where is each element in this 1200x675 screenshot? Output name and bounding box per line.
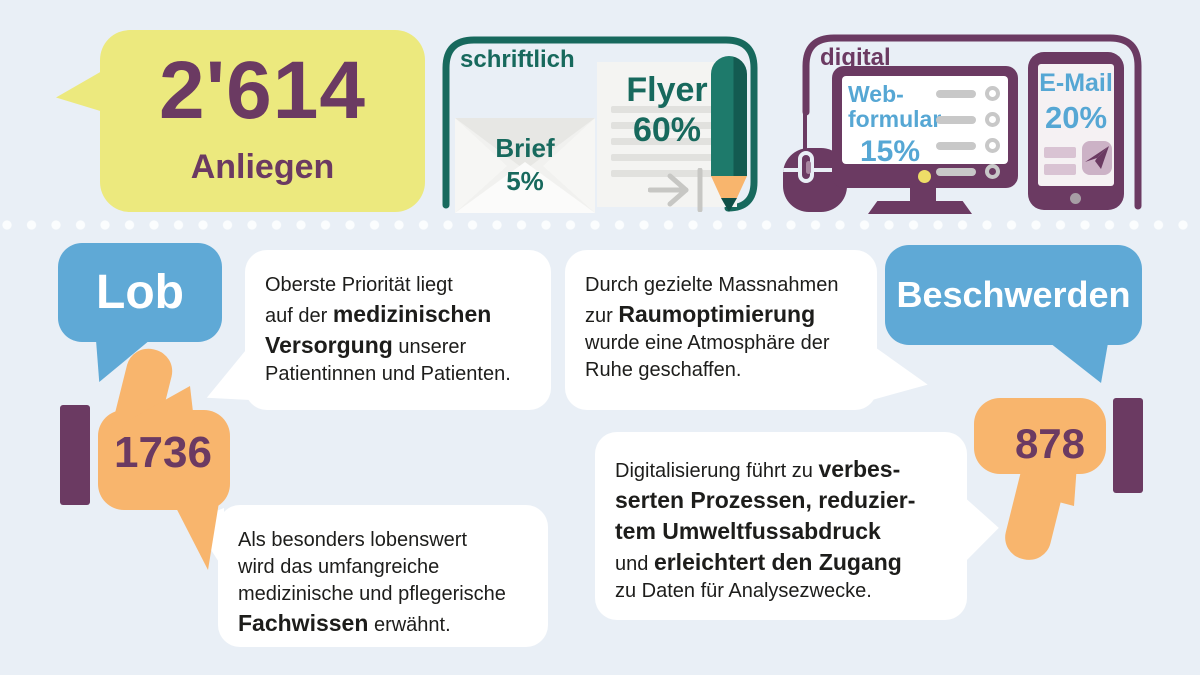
- send-button-tile: [1082, 141, 1112, 175]
- monitor-stand-base: [868, 201, 972, 214]
- complaints-count: 878: [1014, 420, 1086, 467]
- indent-arrow-icon: [648, 168, 703, 212]
- total-label: Anliegen: [190, 148, 335, 186]
- note-tail: [872, 345, 928, 400]
- praise-bubble: Lob: [58, 243, 222, 342]
- form-row: [936, 86, 1006, 101]
- email-stat: E-Mail 20%: [1038, 69, 1114, 138]
- mouse-wheel: [798, 151, 814, 183]
- brief-label: Brief: [495, 133, 555, 163]
- digital-section-title: digital: [820, 44, 891, 71]
- dotted-divider: [2, 220, 1200, 230]
- brief-value: 5%: [506, 165, 544, 196]
- webformular-label-line2: formular: [848, 106, 942, 133]
- webformular-value: 15%: [860, 134, 921, 168]
- paper-plane-icon: [1085, 146, 1109, 169]
- web-form-fields: [936, 86, 1006, 190]
- tablet-text-bar: [1044, 164, 1076, 175]
- total-bubble-tail: [56, 69, 104, 113]
- email-value: 20%: [1044, 99, 1108, 135]
- email-label: E-Mail: [1039, 69, 1113, 97]
- monitor-stand-neck: [910, 188, 936, 203]
- total-count: 2'614: [159, 45, 366, 136]
- brief-stat: Brief 5%: [455, 132, 595, 197]
- form-row: [936, 164, 1006, 179]
- thumbs-down-icon: [974, 398, 1106, 560]
- thumbs-up-icon: [98, 348, 230, 570]
- tablet-text-bar: [1044, 147, 1076, 158]
- praise-note-expertise: Als besonders lobenswert wird das umfangr…: [218, 505, 548, 647]
- complaints-bubble-tail: [1050, 343, 1108, 383]
- written-section-title: schriftlich: [460, 46, 575, 73]
- monitor-power-dot: [918, 170, 931, 183]
- complaint-note-digitalisation: Digitalisierung führt zu verbes-serten P…: [595, 432, 967, 620]
- total-bubble: [100, 30, 425, 212]
- mouse-cord: [803, 112, 807, 152]
- complaint-note-room-optimization: Durch gezielte Massnahmen zur Raumoptimie…: [565, 250, 877, 410]
- sleeve-cuff-right: [1113, 398, 1143, 493]
- complaints-bubble: Beschwerden: [885, 245, 1142, 345]
- praise-note-medical-care: Oberste Priorität liegt auf der medizinis…: [245, 250, 551, 410]
- webformular-label-line1: Web-: [848, 81, 904, 107]
- webformular-stat: Web- formular 15%: [848, 81, 942, 170]
- form-row: [936, 112, 1006, 127]
- pencil-icon: [711, 56, 747, 176]
- praise-count: 1736: [114, 428, 212, 477]
- tablet-home-button: [1070, 193, 1081, 204]
- form-row: [936, 138, 1006, 153]
- sleeve-cuff-left: [60, 405, 90, 505]
